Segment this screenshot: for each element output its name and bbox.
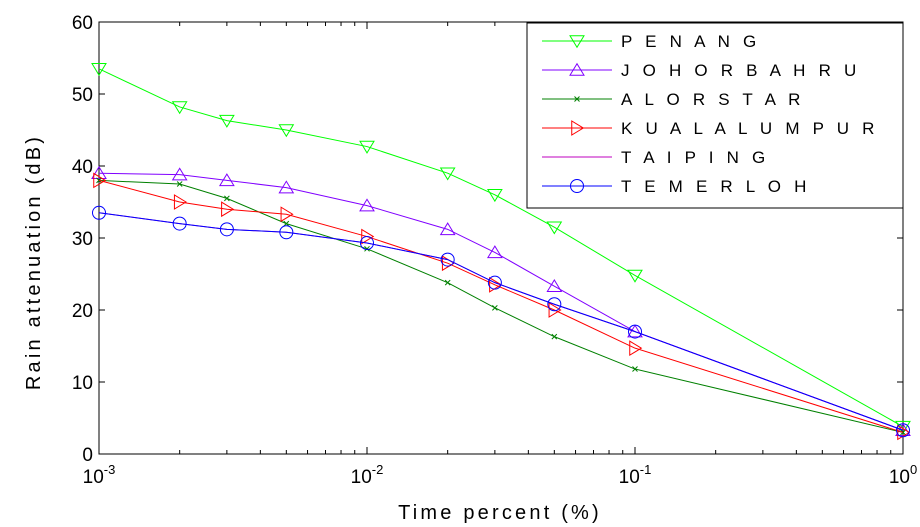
data-point bbox=[283, 220, 290, 227]
data-point bbox=[574, 96, 580, 102]
y-axis-label: Rain attenuation (dB) bbox=[23, 134, 45, 390]
x-axis-label: Time percent (%) bbox=[398, 502, 602, 524]
data-point bbox=[546, 278, 563, 292]
series-line bbox=[98, 212, 904, 431]
data-point bbox=[444, 279, 451, 286]
data-point bbox=[172, 216, 187, 231]
data-point bbox=[487, 275, 502, 290]
legend-label: P E N A N G bbox=[621, 32, 760, 51]
series-alorstar bbox=[96, 177, 906, 436]
x-tick-label: 10-2 bbox=[351, 462, 384, 488]
data-point bbox=[173, 194, 187, 210]
data-point bbox=[896, 423, 910, 438]
series-johorbahru bbox=[91, 165, 911, 436]
data-point bbox=[219, 222, 234, 237]
legend-entry: T A I P I N G bbox=[542, 148, 769, 167]
legend-entry: J O H O R B A H R U bbox=[542, 61, 860, 80]
y-tick-label: 40 bbox=[72, 157, 93, 178]
data-point bbox=[176, 181, 183, 187]
data-point bbox=[439, 167, 456, 181]
data-point bbox=[361, 228, 375, 245]
data-point bbox=[279, 225, 294, 240]
series-line bbox=[98, 172, 904, 431]
legend-label: J O H O R B A H R U bbox=[621, 61, 860, 80]
data-point bbox=[93, 172, 107, 189]
data-point bbox=[486, 189, 503, 203]
data-point bbox=[218, 173, 235, 187]
x-tick-label: 10-3 bbox=[83, 462, 116, 488]
data-point bbox=[278, 180, 295, 194]
series-line bbox=[98, 68, 904, 428]
legend-box bbox=[526, 22, 904, 209]
data-point bbox=[551, 333, 558, 340]
data-point bbox=[440, 252, 455, 267]
data-point bbox=[92, 205, 106, 220]
y-tick-label: 30 bbox=[72, 229, 93, 250]
x-tick-label: 10-1 bbox=[619, 462, 652, 488]
legend-entry: K U A L A L U M P U R bbox=[542, 119, 879, 138]
legend-label: T A I P I N G bbox=[621, 148, 769, 167]
data-point bbox=[171, 167, 188, 181]
legend-entry: T E M E R L O H bbox=[542, 177, 811, 196]
data-point bbox=[627, 324, 643, 338]
data-point bbox=[171, 101, 188, 115]
data-point bbox=[548, 302, 562, 318]
data-point bbox=[569, 62, 585, 76]
data-point bbox=[91, 165, 107, 179]
data-point bbox=[359, 140, 375, 154]
series-temerloh bbox=[92, 205, 910, 438]
data-point bbox=[895, 422, 911, 436]
series-line bbox=[98, 179, 904, 433]
data-point bbox=[629, 340, 643, 357]
data-point bbox=[364, 245, 370, 252]
data-point bbox=[91, 63, 107, 77]
data-point bbox=[280, 206, 294, 223]
data-point bbox=[221, 201, 235, 218]
legend-label: T E M E R L O H bbox=[621, 177, 811, 196]
x-tick-label: 100 bbox=[889, 462, 917, 488]
data-point bbox=[439, 222, 456, 236]
legend-entry: A L O R S T A R bbox=[542, 90, 805, 109]
data-point bbox=[359, 198, 375, 212]
data-point bbox=[546, 221, 563, 235]
legend-label: A L O R S T A R bbox=[621, 90, 805, 109]
data-point bbox=[628, 324, 642, 339]
legend: P E N A N G J O H O R B A H R U A L O R S … bbox=[526, 22, 904, 209]
data-point bbox=[224, 195, 230, 202]
data-point bbox=[571, 120, 585, 136]
y-tick-label: 60 bbox=[72, 13, 93, 34]
legend-entry: P E N A N G bbox=[542, 32, 760, 51]
data-point bbox=[360, 236, 374, 251]
data-point bbox=[895, 420, 911, 434]
data-point bbox=[547, 297, 562, 312]
series-line bbox=[98, 179, 904, 433]
series-penang bbox=[91, 63, 911, 434]
data-point bbox=[897, 424, 911, 441]
data-point bbox=[627, 269, 643, 283]
y-tick-label: 10 bbox=[72, 373, 93, 394]
data-point bbox=[569, 35, 585, 49]
y-tick-label: 50 bbox=[72, 85, 93, 106]
y-tick-label: 0 bbox=[82, 445, 93, 466]
data-point bbox=[486, 245, 503, 259]
legend-label: K U A L A L U M P U R bbox=[621, 119, 879, 138]
series-kualalumpur bbox=[93, 172, 911, 441]
data-point bbox=[218, 114, 235, 128]
data-point bbox=[489, 276, 503, 293]
data-point bbox=[570, 179, 584, 193]
data-point bbox=[492, 304, 498, 311]
data-point bbox=[632, 366, 638, 372]
y-tick-label: 20 bbox=[72, 301, 93, 322]
data-point bbox=[278, 124, 295, 138]
